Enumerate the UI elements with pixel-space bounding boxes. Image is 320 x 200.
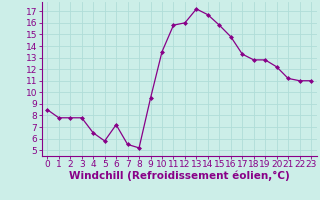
X-axis label: Windchill (Refroidissement éolien,°C): Windchill (Refroidissement éolien,°C) — [69, 171, 290, 181]
